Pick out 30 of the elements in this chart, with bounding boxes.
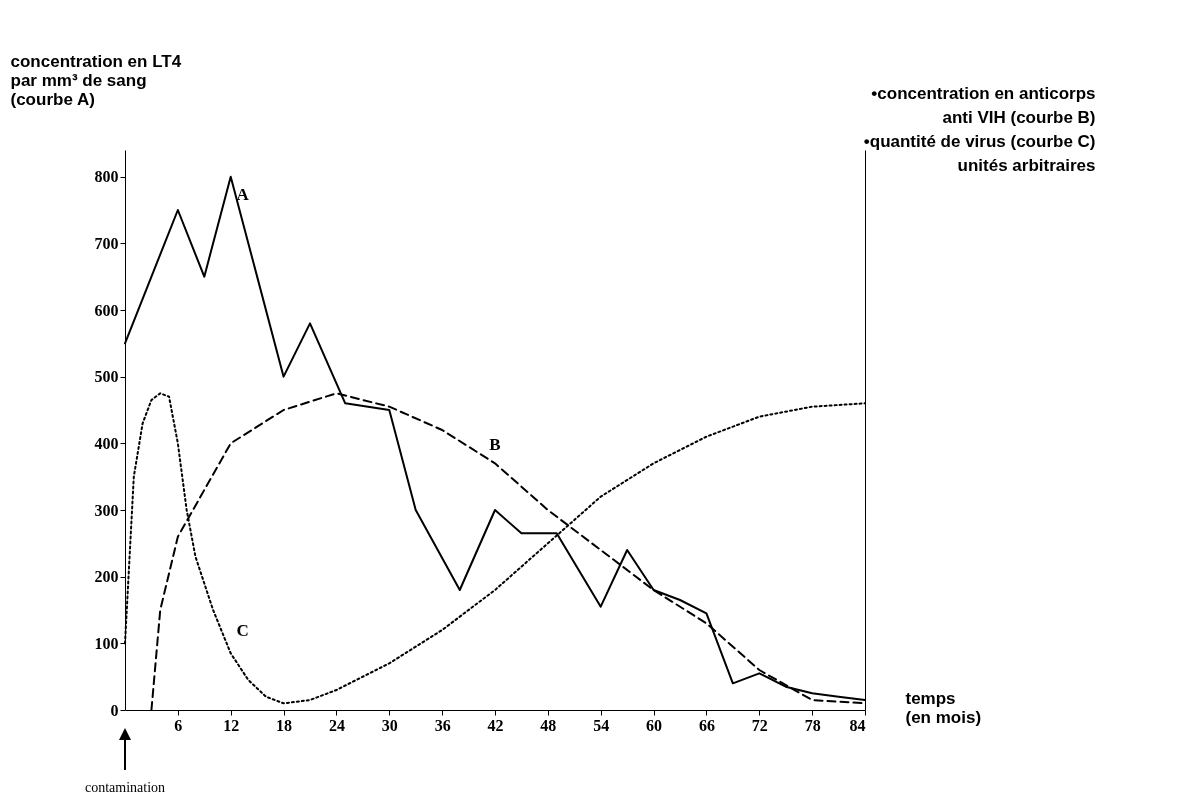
x-tick-label: 42 [487,716,504,734]
x-tick-label: 66 [698,716,715,734]
y-tick-label: 800 [94,168,119,186]
y-tick-label: 600 [94,301,119,319]
x-tick-label: 12 [223,716,240,734]
x-tick-label: 18 [276,716,293,734]
x-tick-label: 24 [328,716,345,734]
y-tick-label: 400 [94,434,119,452]
text: contamination [84,780,166,795]
x-tick-label: 6 [174,716,183,734]
series-label: C [236,621,249,641]
x-tick-label: 36 [434,716,451,734]
x-tick-label: 84 [849,716,866,734]
y-tick-label: 100 [94,634,119,652]
x-axis-title: temps (en mois) [905,688,982,727]
y-tick-label: 0 [110,701,119,719]
x-tick-label: 48 [540,716,557,734]
x-tick-label: 60 [646,716,663,734]
x-tick-label: 54 [593,716,610,734]
y-tick-label: 200 [94,568,119,586]
x-tick-label: 78 [804,716,821,734]
y-tick-label: 500 [94,368,119,386]
y-axis-title: concentration en LT4 par mm³ de sang (courbe A) [10,51,182,109]
series-label: B [489,435,501,455]
series-label: A [236,184,250,204]
x-tick-label: 72 [751,716,768,734]
y-tick-label: 700 [94,234,119,252]
y2-axis-title: •concentration en anticorps anti VIH (courbe B) •quantité de virus (courbe C) unités arbitraires [863,83,1096,175]
x-tick-label: 30 [381,716,398,734]
y-tick-label: 300 [94,501,119,519]
